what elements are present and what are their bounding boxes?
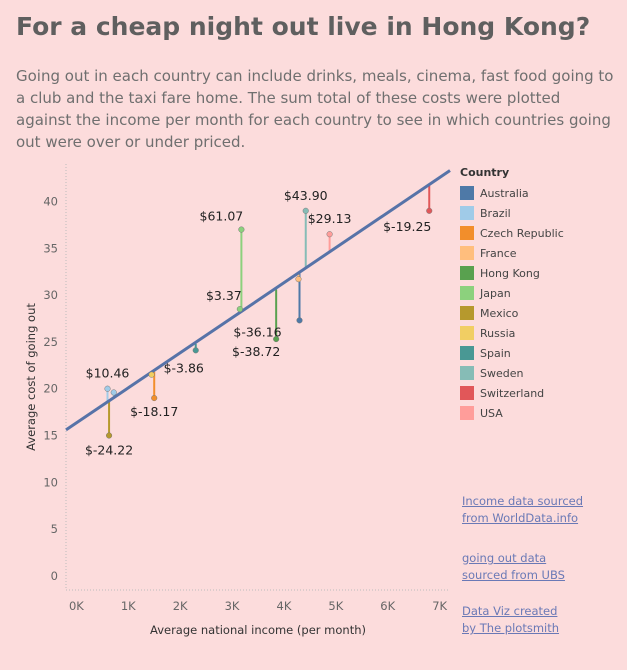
legend-swatch <box>460 366 474 380</box>
data-point <box>236 306 243 313</box>
data-point <box>106 432 113 439</box>
legend-label: Mexico <box>480 306 519 320</box>
data-point <box>273 336 280 343</box>
legend-label: Japan <box>480 286 511 300</box>
data-point <box>238 226 245 233</box>
legend-item[interactable]: Switzerland <box>460 383 564 403</box>
data-point <box>104 385 111 392</box>
data-label: $-19.25 <box>383 219 431 234</box>
data-point <box>110 389 117 396</box>
legend-item[interactable]: Spain <box>460 343 564 363</box>
income-source-line1: Income data sourced <box>462 494 584 508</box>
legend-label: Switzerland <box>480 386 545 400</box>
legend-item[interactable]: Hong Kong <box>460 263 564 283</box>
y-tick-label: 5 <box>51 522 58 536</box>
legend-item[interactable]: Czech Republic <box>460 223 564 243</box>
x-tick-label: 6K <box>380 599 395 613</box>
data-point <box>148 371 155 378</box>
chart-subtitle: Going out in each country can include dr… <box>16 67 614 151</box>
legend-swatch <box>460 246 474 260</box>
legend-item[interactable]: Russia <box>460 323 564 343</box>
data-point <box>302 207 309 214</box>
data-label: $-3.86 <box>164 360 204 375</box>
going-out-source-line1: going out data <box>462 551 547 565</box>
x-tick-label: 7K <box>432 599 447 613</box>
x-tick-label: 5K <box>328 599 343 613</box>
data-point <box>326 231 333 238</box>
data-label: $29.13 <box>308 211 352 226</box>
data-label: $43.90 <box>284 188 328 203</box>
y-tick-label: 0 <box>51 569 58 583</box>
x-axis-title: Average national income (per month) <box>150 623 366 637</box>
legend-label: Czech Republic <box>480 226 564 240</box>
legend-label: USA <box>480 406 503 420</box>
legend-label: Sweden <box>480 366 524 380</box>
legend-item[interactable]: Sweden <box>460 363 564 383</box>
legend-title: Country <box>460 166 510 179</box>
data-label: $-24.22 <box>85 443 133 458</box>
x-tick-label: 0K <box>69 599 84 613</box>
going-out-source-link[interactable]: going out data sourced from UBS <box>462 550 622 584</box>
legend-item[interactable]: USA <box>460 403 564 423</box>
legend-swatch <box>460 406 474 420</box>
legend-swatch <box>460 186 474 200</box>
data-point <box>296 317 303 324</box>
creator-line2: by The plotsmith <box>462 621 560 635</box>
data-label: $-38.72 <box>232 344 280 359</box>
legend-swatch <box>460 346 474 360</box>
y-tick-label: 15 <box>43 429 58 443</box>
legend-label: Australia <box>480 186 529 200</box>
legend-swatch <box>460 206 474 220</box>
legend-label: Russia <box>480 326 516 340</box>
going-out-source-line2: sourced from UBS <box>462 568 565 582</box>
y-tick-label: 30 <box>43 288 58 302</box>
income-source-line2: from WorldData.info <box>462 511 579 525</box>
x-tick-label: 2K <box>173 599 188 613</box>
y-axis-title: Average cost of going out <box>24 303 38 451</box>
creator-link[interactable]: Data Viz created by The plotsmith <box>462 603 622 637</box>
y-tick-label: 35 <box>43 241 58 255</box>
y-tick-label: 10 <box>43 475 58 489</box>
legend-item[interactable]: France <box>460 243 564 263</box>
legend-item[interactable]: Brazil <box>460 203 564 223</box>
legend-item[interactable]: Mexico <box>460 303 564 323</box>
chart-title: For a cheap night out live in Hong Kong? <box>16 12 591 41</box>
trend-line <box>65 169 451 432</box>
legend-swatch <box>460 326 474 340</box>
legend-swatch <box>460 306 474 320</box>
x-tick-label: 4K <box>277 599 292 613</box>
x-tick-label: 3K <box>225 599 240 613</box>
data-point <box>151 395 158 402</box>
data-point <box>192 347 199 354</box>
y-tick-label: 20 <box>43 382 58 396</box>
legend-items: Australia Brazil Czech Republic France Hong … <box>460 183 564 423</box>
legend-swatch <box>460 226 474 240</box>
data-label: $-36.16 <box>233 324 281 339</box>
x-tick-label: 1K <box>121 599 136 613</box>
legend-label: France <box>480 246 517 260</box>
income-source-link[interactable]: Income data sourced from WorldData.info <box>462 493 622 527</box>
creator-line1: Data Viz created <box>462 604 558 618</box>
legend-swatch <box>460 386 474 400</box>
y-tick-label: 25 <box>43 335 58 349</box>
legend-label: Hong Kong <box>480 266 540 280</box>
legend-label: Brazil <box>480 206 511 220</box>
data-label: $10.46 <box>86 366 130 381</box>
legend-item[interactable]: Japan <box>460 283 564 303</box>
data-label: $61.07 <box>200 209 244 224</box>
data-label: $3.37 <box>206 288 242 303</box>
legend-label: Spain <box>480 346 511 360</box>
legend: Country Australia Brazil Czech Republic Fra… <box>460 166 564 423</box>
data-point <box>426 207 433 214</box>
legend-swatch <box>460 286 474 300</box>
legend-swatch <box>460 266 474 280</box>
legend-item[interactable]: Australia <box>460 183 564 203</box>
y-tick-label: 40 <box>43 194 58 208</box>
data-label: $-18.17 <box>130 404 178 419</box>
data-point <box>295 276 302 283</box>
